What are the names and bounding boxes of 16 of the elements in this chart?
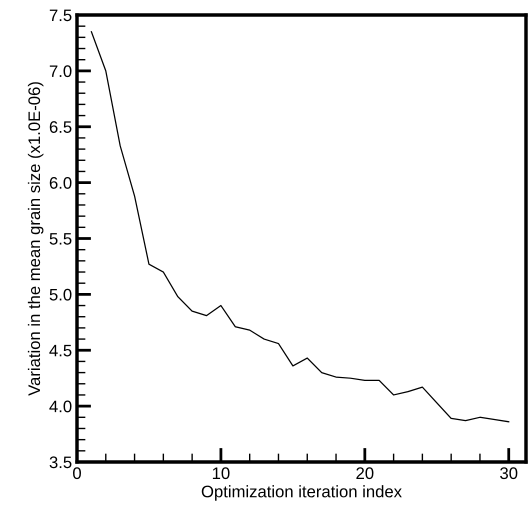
y-tick-label: 7.0 bbox=[50, 65, 72, 78]
y-tick-label: 6.0 bbox=[50, 177, 72, 189]
y-tick-label: 6.5 bbox=[50, 121, 72, 133]
y-tick-label: 5.5 bbox=[50, 233, 72, 245]
y-tick-label: 3.5 bbox=[50, 456, 72, 468]
y-tick-label: 7.5 bbox=[50, 10, 72, 22]
y-tick-label: 4.0 bbox=[49, 400, 72, 412]
line-series bbox=[90, 31, 510, 422]
x-tick-label: 0 bbox=[73, 467, 81, 480]
x-tick-label: 20 bbox=[356, 467, 374, 480]
y-tick-label: 4.5 bbox=[49, 344, 72, 356]
y-axis-title: Variation in the mean grain size (x1.0E-06) bbox=[28, 82, 44, 396]
x-tick-label: 30 bbox=[500, 467, 518, 480]
y-tick-label: 5.0 bbox=[50, 288, 72, 301]
x-axis-title: Optimization iteration index bbox=[202, 485, 402, 501]
x-tick-label: 10 bbox=[212, 467, 230, 480]
